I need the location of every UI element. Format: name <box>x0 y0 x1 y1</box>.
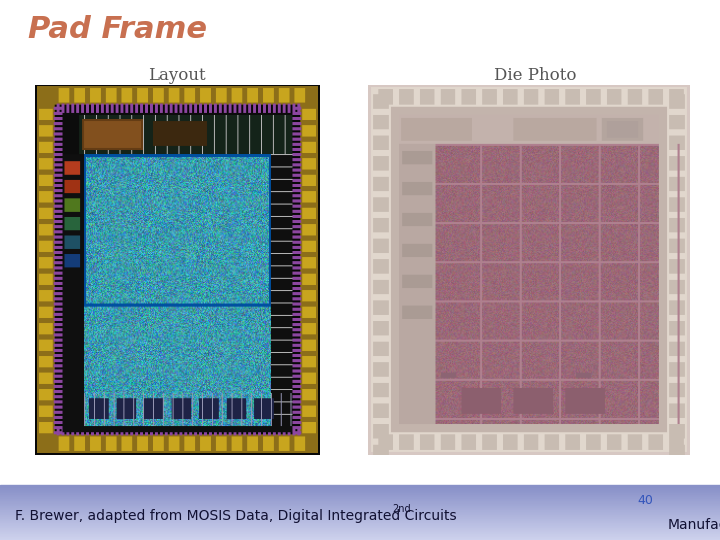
Bar <box>0 487 720 488</box>
Bar <box>0 529 720 530</box>
Bar <box>0 519 720 520</box>
Bar <box>0 521 720 522</box>
Bar <box>0 509 720 510</box>
Bar <box>0 502 720 503</box>
Bar <box>0 539 720 540</box>
Bar <box>0 489 720 490</box>
Bar <box>0 535 720 536</box>
Bar <box>0 533 720 534</box>
Bar <box>0 508 720 509</box>
Text: Die Photo: Die Photo <box>494 66 576 84</box>
Bar <box>0 520 720 521</box>
Bar <box>0 531 720 532</box>
Bar <box>0 532 720 533</box>
Bar <box>0 488 720 489</box>
Bar <box>0 491 720 492</box>
Bar <box>0 485 720 487</box>
Bar <box>0 530 720 531</box>
Bar <box>0 510 720 511</box>
Bar <box>0 525 720 526</box>
Bar <box>0 518 720 519</box>
Bar <box>0 505 720 507</box>
Bar <box>0 522 720 523</box>
Bar <box>0 537 720 538</box>
Text: F. Brewer, adapted from MOSIS Data, Digital Integrated Circuits: F. Brewer, adapted from MOSIS Data, Digi… <box>15 509 456 523</box>
Text: 2nd: 2nd <box>392 504 410 514</box>
Bar <box>0 514 720 515</box>
Bar <box>0 516 720 517</box>
Text: Layout: Layout <box>148 66 206 84</box>
Bar <box>0 500 720 501</box>
Bar <box>0 527 720 528</box>
Bar <box>0 526 720 527</box>
Bar <box>0 528 720 529</box>
Bar <box>0 513 720 514</box>
Text: Manufacturing: Manufacturing <box>668 518 720 531</box>
Bar <box>0 524 720 525</box>
Bar <box>0 503 720 504</box>
Bar <box>0 492 720 493</box>
Bar <box>0 512 720 513</box>
Bar <box>0 490 720 491</box>
Bar <box>0 501 720 502</box>
Bar <box>0 523 720 524</box>
Text: 40: 40 <box>637 494 653 507</box>
Bar <box>0 498 720 499</box>
Bar <box>0 536 720 537</box>
Bar <box>0 494 720 495</box>
Bar <box>0 507 720 508</box>
Bar <box>0 496 720 497</box>
Bar <box>0 504 720 505</box>
Bar <box>0 495 720 496</box>
Bar <box>0 511 720 512</box>
Bar <box>0 515 720 516</box>
Bar <box>0 517 720 518</box>
Bar <box>0 538 720 539</box>
Bar <box>0 497 720 498</box>
Text: Pad Frame: Pad Frame <box>28 16 207 44</box>
Bar <box>0 493 720 494</box>
Bar <box>0 534 720 535</box>
Bar <box>0 499 720 500</box>
